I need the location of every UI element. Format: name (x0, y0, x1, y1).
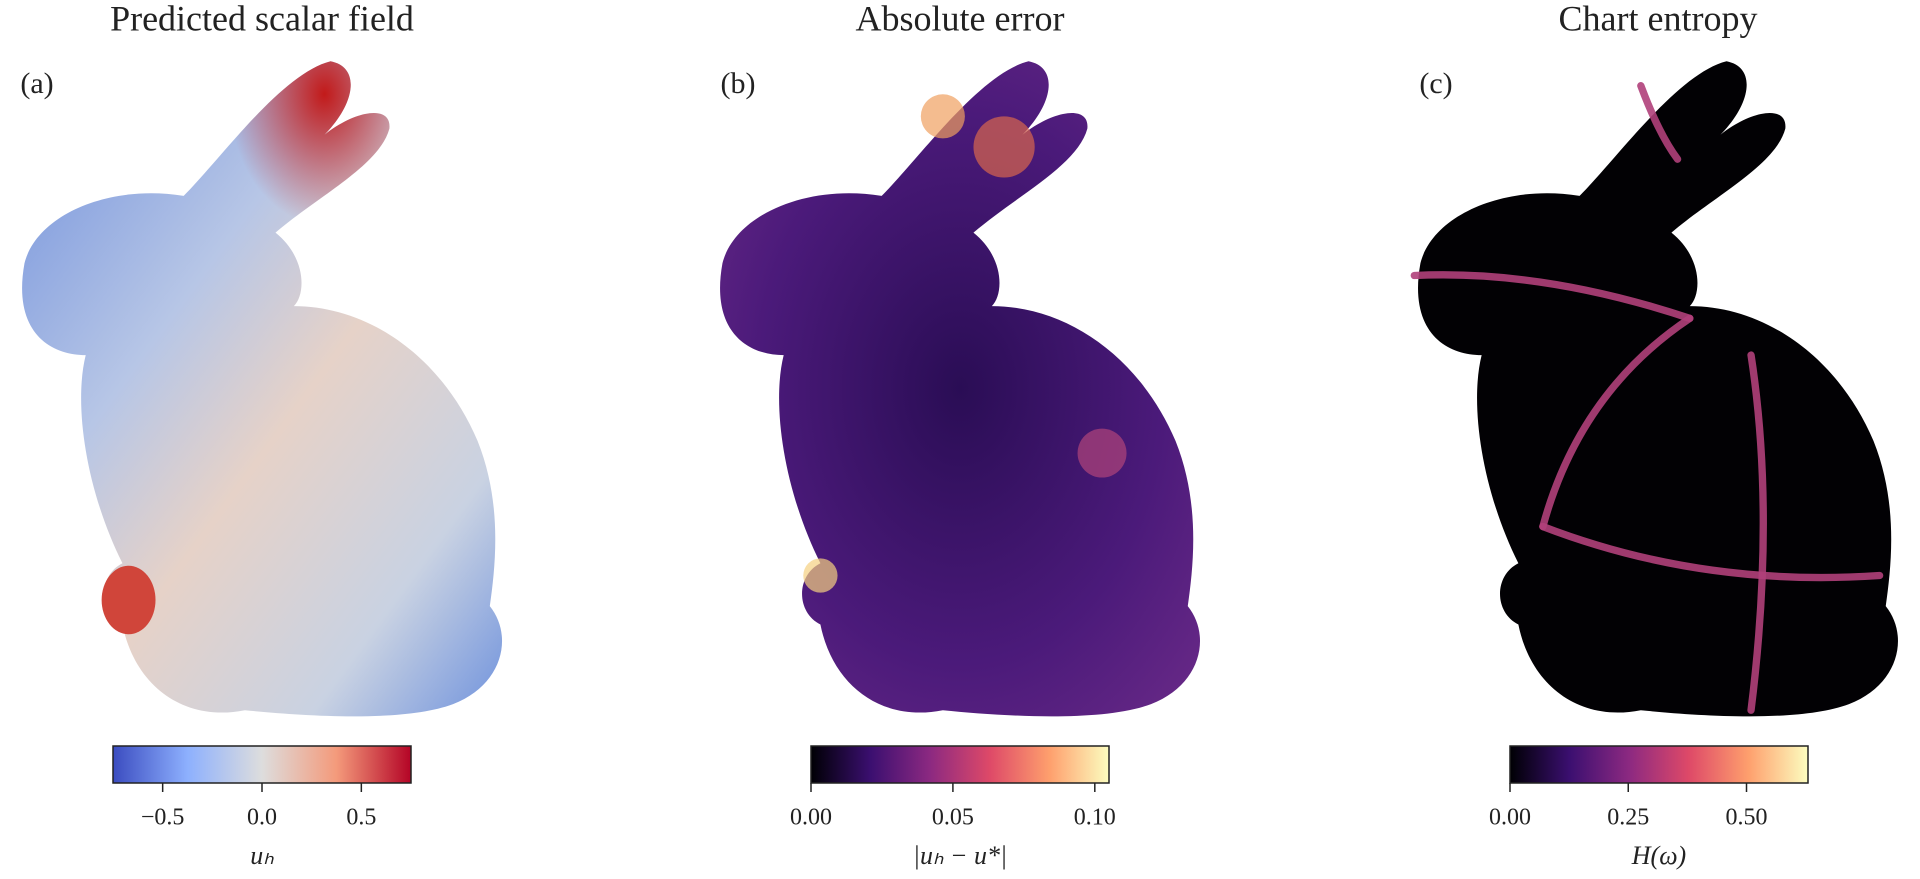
bunny-surface (720, 61, 1201, 717)
colorbar-label: uₕ (250, 841, 274, 870)
panel-title: Chart entropy (1559, 0, 1758, 38)
bunny (22, 61, 503, 717)
panel-label: (b) (721, 67, 756, 100)
colorbar-tick-label: 0.00 (790, 805, 832, 831)
error-hotspot (803, 558, 838, 593)
error-hotspot (1077, 428, 1127, 478)
colorbar-tick-label: −0.5 (141, 805, 185, 831)
entropy-ridge (1539, 314, 1694, 531)
colorbar-tick-label: 0.5 (346, 805, 376, 831)
entropy-ridge (1747, 351, 1767, 714)
panel-title: Predicted scalar field (110, 0, 414, 38)
bunny-foot (101, 565, 156, 635)
panel-label: (c) (1419, 67, 1452, 100)
colorbar-tick-label: 0.05 (932, 805, 974, 831)
bunny (720, 61, 1201, 717)
entropy-ridge (1410, 271, 1694, 323)
bunny-surface (1418, 61, 1898, 717)
entropy-ridge (1637, 82, 1682, 163)
panel-label: (a) (20, 67, 53, 100)
colorbar (810, 745, 1110, 784)
colorbar (1509, 745, 1809, 784)
bunny-renders (22, 61, 1898, 717)
panel: Absolute error (b) 0.00 0.05 0.10 |uₕ − u*| (721, 0, 1116, 870)
colorbar-tick-label: 0.10 (1074, 805, 1116, 831)
panel: Predicted scalar field (a) −0.5 0.0 0.5 uₕ (20, 0, 414, 870)
colorbar (112, 745, 412, 784)
bunny (1410, 61, 1898, 717)
error-hotspot (973, 116, 1035, 178)
colorbar-tick-label: 0.0 (247, 805, 277, 831)
bunny-ear-tip (22, 61, 503, 717)
colorbar-tick-label: 0.00 (1489, 805, 1531, 831)
entropy-ridge (1539, 522, 1884, 582)
colorbar-label: H(ω) (1631, 841, 1686, 870)
error-hotspot (920, 94, 965, 139)
panel-title: Absolute error (856, 0, 1065, 38)
panel: Chart entropy (c) 0.00 0.25 0.50 H(ω) (1419, 0, 1809, 870)
colorbar-label: |uₕ − u*| (913, 841, 1007, 870)
colorbar-tick-label: 0.50 (1726, 805, 1768, 831)
colorbar-tick-label: 0.25 (1607, 805, 1649, 831)
